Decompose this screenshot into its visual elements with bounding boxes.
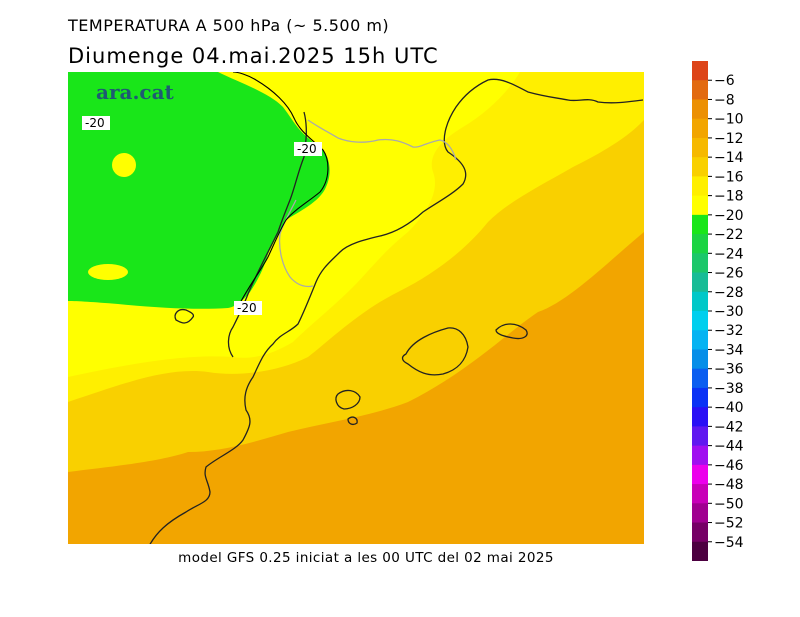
colorbar-label: −30 [714, 304, 744, 320]
colorbar-label: −14 [714, 150, 744, 166]
colorbar-labels: −6 −8 −10 −12 −14 −16 −18 −20 −22 −24 −26 −28 −30 −32… [708, 73, 744, 551]
chart-title: TEMPERATURA A 500 hPa (~ 5.500 m) [68, 16, 390, 35]
map-fill-island [112, 153, 136, 177]
colorbar-label: −38 [714, 381, 744, 397]
colorbar-swatch [692, 541, 708, 561]
colorbar-swatch [692, 176, 708, 197]
colorbar-swatch [692, 445, 708, 466]
colorbar-label: −26 [714, 266, 744, 282]
map-fill-island [88, 264, 128, 280]
border-line [278, 119, 457, 288]
colorbar-swatch [692, 330, 708, 350]
coastlines [149, 78, 644, 544]
colorbar: −6 −8 −10 −12 −14 −16 −18 −20 −22 −24 −26 −28 −30 −32… [692, 61, 744, 561]
colorbar-swatch [692, 80, 708, 100]
contour-label: -20 [297, 142, 317, 156]
colorbar-swatch [692, 291, 708, 312]
colorbar-label: −50 [714, 496, 744, 512]
contour-label-box [82, 116, 110, 130]
colorbar-label: −6 [714, 73, 735, 89]
colorbar-swatch [692, 311, 708, 331]
colorbar-swatch [692, 137, 708, 158]
colorbar-swatch [692, 118, 708, 139]
contour-label-box [294, 142, 322, 156]
colorbar-label: −44 [714, 439, 744, 455]
contour-label-box [234, 301, 262, 315]
contour-label: -20 [85, 116, 105, 130]
colorbar-label: −34 [714, 342, 744, 358]
colorbar-swatch [692, 253, 708, 274]
colorbar-swatch [692, 522, 708, 543]
colorbar-swatch [692, 503, 708, 524]
colorbar-label: −36 [714, 362, 744, 378]
colorbar-swatch [692, 484, 708, 504]
forecast-datetime: Diumenge 04.mai.2025 15h UTC [68, 44, 439, 68]
colorbar-swatches [692, 61, 708, 561]
colorbar-label: −54 [714, 535, 744, 551]
colorbar-swatch [692, 368, 708, 389]
colorbar-label: −48 [714, 477, 744, 493]
colorbar-label: −16 [714, 169, 744, 185]
colorbar-label: −20 [714, 208, 744, 224]
map-fill-green [68, 72, 330, 309]
colorbar-label: −46 [714, 458, 744, 474]
colorbar-swatch [692, 195, 708, 216]
colorbar-label: −52 [714, 516, 744, 532]
colorbar-swatch [692, 407, 708, 427]
colorbar-label: −12 [714, 131, 744, 147]
colorbar-swatch [692, 349, 708, 370]
contour-line-minus-20 [232, 72, 329, 308]
colorbar-label: −28 [714, 285, 744, 301]
colorbar-swatch [692, 234, 708, 254]
colorbar-swatch [692, 272, 708, 293]
colorbar-label: −40 [714, 400, 744, 416]
colorbar-label: −42 [714, 419, 744, 435]
colorbar-swatch [692, 214, 708, 235]
colorbar-swatch [692, 426, 708, 447]
colorbar-swatch [692, 99, 708, 120]
colorbar-label: −32 [714, 323, 744, 339]
colorbar-label: −8 [714, 92, 735, 108]
colorbar-swatch [692, 387, 708, 408]
colorbar-swatch [692, 157, 708, 177]
logo: ara.cat [96, 80, 175, 104]
model-info: model GFS 0.25 iniciat a les 00 UTC del … [178, 550, 554, 566]
colorbar-label: −18 [714, 189, 744, 205]
contour-label: -20 [237, 301, 257, 315]
colorbar-swatch [692, 61, 708, 81]
colorbar-label: −10 [714, 112, 744, 128]
colorbar-label: −22 [714, 227, 744, 243]
colorbar-swatch [692, 464, 708, 485]
temperature-map: -20 -20 -20 ara.cat [68, 72, 644, 544]
colorbar-label: −24 [714, 246, 744, 262]
